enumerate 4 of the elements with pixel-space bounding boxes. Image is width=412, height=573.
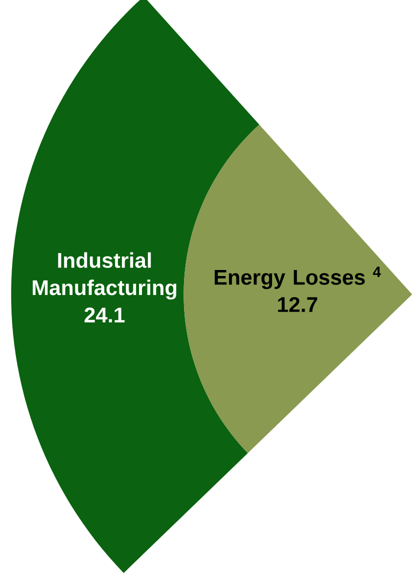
category-label: Industrial Manufacturing <box>32 252 176 300</box>
data-label: 12.7 <box>278 297 318 312</box>
data-label: 24.1 <box>84 307 125 322</box>
category-label: Energy Losses $^{4}$ <box>214 266 381 290</box>
